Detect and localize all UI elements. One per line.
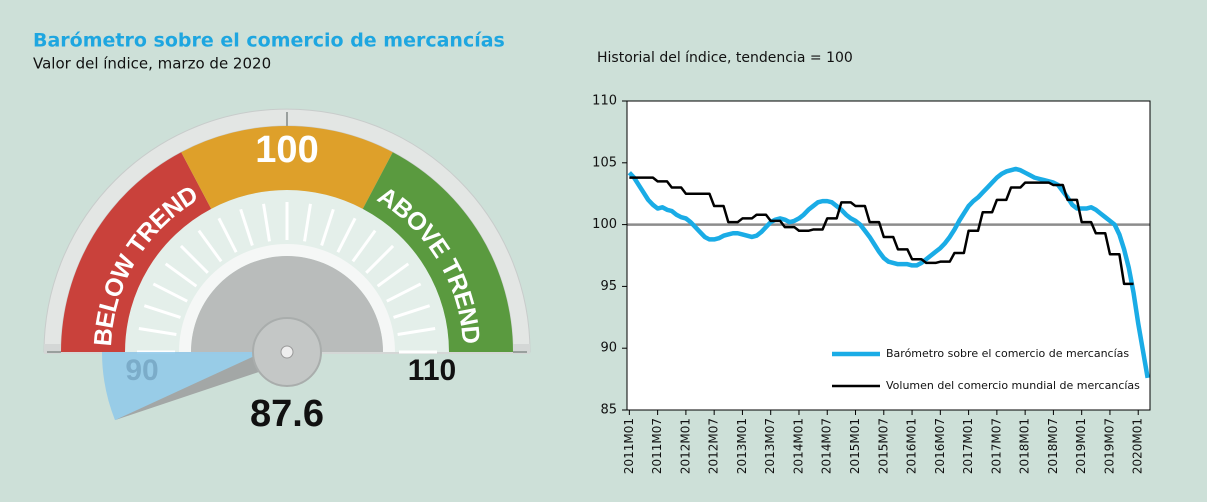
y-tick-label: 100 xyxy=(592,217,617,232)
gauge-scale-ray xyxy=(393,304,431,319)
x-tick-label: 2016M01 xyxy=(905,418,919,474)
x-tick-label: 2012M01 xyxy=(678,418,692,474)
gauge-inner xyxy=(125,190,449,352)
x-tick-label: 2020M01 xyxy=(1131,418,1145,474)
gauge-scale-ray xyxy=(239,208,254,246)
gauge-scale-ray xyxy=(179,244,209,274)
gauge-scale-ray xyxy=(320,208,335,246)
gauge-scale-ray xyxy=(152,282,188,303)
gauge-white-band xyxy=(179,244,395,352)
gauge-scale-ray xyxy=(197,229,223,263)
y-tick-label: 95 xyxy=(600,279,617,294)
gauge-scale-ray xyxy=(386,282,422,303)
x-tick-label: 2019M01 xyxy=(1074,418,1088,474)
y-tick-label: 90 xyxy=(600,341,617,356)
gauge-scale-ray xyxy=(336,217,357,253)
plot-area xyxy=(627,101,1150,410)
plot-border xyxy=(626,100,1151,411)
x-tick-label: 2016M07 xyxy=(933,418,947,474)
x-tick-label: 2011M01 xyxy=(622,418,636,474)
gauge-scale-ray xyxy=(365,244,395,274)
gauge-scale-ray xyxy=(397,327,436,336)
gauge-title: Barómetro sobre el comercio de mercancía… xyxy=(33,30,505,52)
x-tick-label: 2018M01 xyxy=(1018,418,1032,474)
x-tick-label: 2017M07 xyxy=(989,418,1003,474)
x-tick-label: 2012M07 xyxy=(707,418,721,474)
needle-wedge xyxy=(102,352,260,421)
gauge-zone xyxy=(61,152,212,352)
needle-hub-center xyxy=(280,345,294,359)
series-line xyxy=(627,166,1150,379)
gauge-scale-ray xyxy=(376,262,410,288)
gauge-tick-label: 110 xyxy=(408,354,456,387)
gauge-scale-ray xyxy=(143,304,181,319)
x-tick-label: 2018M07 xyxy=(1046,418,1060,474)
legend-label: Volumen del comercio mundial de mercancí… xyxy=(886,379,1140,392)
legend-label: Barómetro sobre el comercio de mercancía… xyxy=(886,347,1129,360)
gauge-scale-ray xyxy=(351,229,377,263)
x-tick-label: 2013M07 xyxy=(763,418,777,474)
y-tick-label: 105 xyxy=(592,155,617,170)
gauge-scale-ray xyxy=(138,327,177,336)
y-tick-label: 85 xyxy=(600,403,617,418)
y-tick-label: 110 xyxy=(592,94,617,109)
x-tick-label: 2014M07 xyxy=(820,418,834,474)
needle xyxy=(114,342,291,421)
x-tick-label: 2015M01 xyxy=(848,418,862,474)
series-line xyxy=(629,176,1134,286)
line-title: Historial del índice, tendencia = 100 xyxy=(597,50,853,66)
gauge-zone xyxy=(181,125,393,209)
gauge-scale-ray xyxy=(164,262,198,288)
x-tick-label: 2017M01 xyxy=(961,418,975,474)
x-tick-label: 2013M01 xyxy=(735,418,749,474)
gauge-scale-ray xyxy=(303,203,312,242)
gauge-zone xyxy=(362,152,513,352)
x-tick-label: 2019M07 xyxy=(1102,418,1116,474)
gauge-scale-ray xyxy=(217,217,238,253)
gauge-value: 87.6 xyxy=(250,393,324,435)
gauge-subtitle: Valor del índice, marzo de 2020 xyxy=(33,55,271,73)
gauge-dial xyxy=(191,256,383,352)
gauge-tick-label: 100 xyxy=(255,129,318,171)
x-tick-label: 2014M01 xyxy=(791,418,805,474)
x-tick-label: 2015M07 xyxy=(876,418,890,474)
gauge-scale-ray xyxy=(262,203,271,242)
x-tick-label: 2011M07 xyxy=(650,418,664,474)
